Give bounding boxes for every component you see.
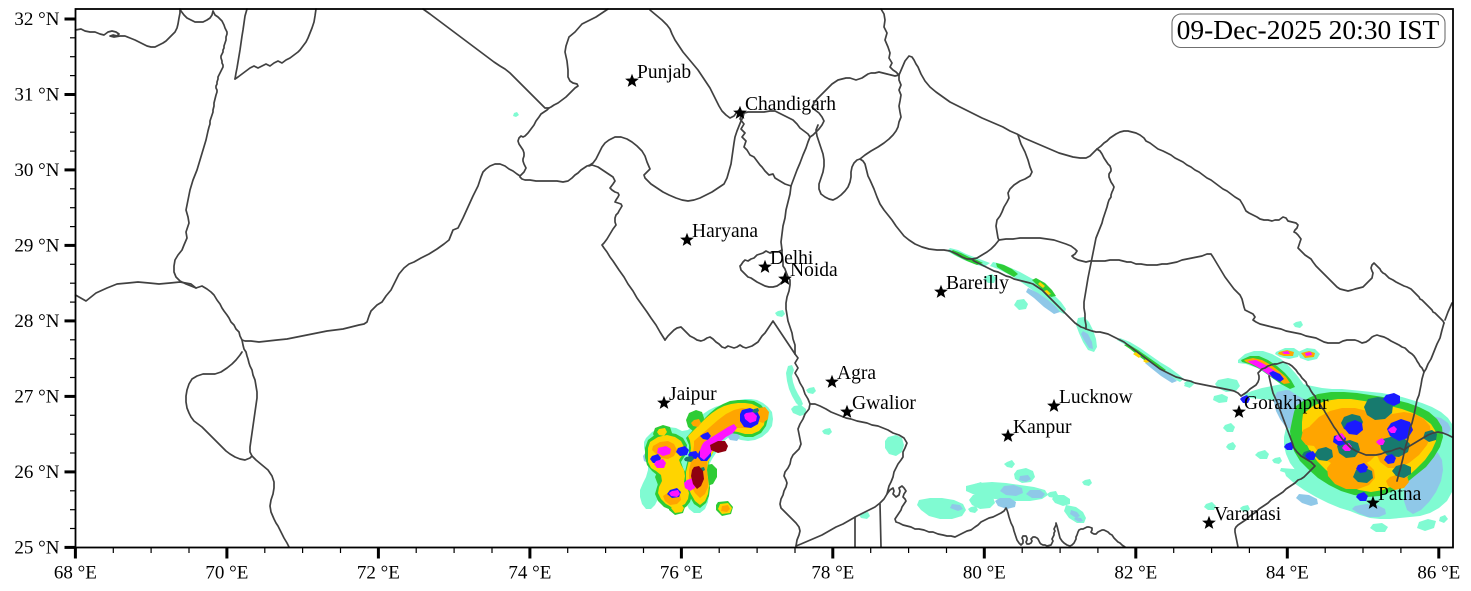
svg-text:76 °E: 76 °E — [660, 563, 703, 584]
svg-text:Haryana: Haryana — [692, 221, 758, 242]
svg-text:Lucknow: Lucknow — [1059, 387, 1133, 408]
svg-text:Patna: Patna — [1378, 484, 1422, 505]
svg-text:70 °E: 70 °E — [205, 563, 248, 584]
svg-text:28 °N: 28 °N — [14, 311, 59, 332]
svg-text:Chandigarh: Chandigarh — [745, 94, 836, 115]
svg-text:Bareilly: Bareilly — [946, 273, 1009, 294]
svg-text:Punjab: Punjab — [637, 62, 691, 83]
svg-text:Varanasi: Varanasi — [1214, 504, 1282, 525]
svg-text:27 °N: 27 °N — [14, 386, 59, 407]
svg-text:26 °N: 26 °N — [14, 462, 59, 483]
svg-text:Kanpur: Kanpur — [1013, 417, 1072, 438]
svg-text:78 °E: 78 °E — [811, 563, 854, 584]
svg-text:74 °E: 74 °E — [508, 563, 551, 584]
svg-text:Gwalior: Gwalior — [852, 393, 916, 414]
svg-text:80 °E: 80 °E — [963, 563, 1006, 584]
svg-text:29 °N: 29 °N — [14, 235, 59, 256]
svg-text:82 °E: 82 °E — [1114, 563, 1157, 584]
svg-text:Noida: Noida — [790, 260, 838, 281]
svg-text:68 °E: 68 °E — [54, 563, 97, 584]
svg-text:86 °E: 86 °E — [1417, 563, 1460, 584]
svg-text:30 °N: 30 °N — [14, 160, 59, 181]
svg-text:Agra: Agra — [837, 363, 876, 384]
svg-text:84 °E: 84 °E — [1266, 563, 1309, 584]
svg-text:Jaipur: Jaipur — [669, 384, 717, 405]
svg-text:31 °N: 31 °N — [14, 85, 59, 106]
svg-text:25 °N: 25 °N — [14, 537, 59, 558]
svg-text:09-Dec-2025 20:30 IST: 09-Dec-2025 20:30 IST — [1177, 14, 1440, 45]
svg-text:32 °N: 32 °N — [14, 9, 59, 30]
svg-text:Delhi: Delhi — [770, 248, 814, 269]
svg-text:72 °E: 72 °E — [357, 563, 400, 584]
svg-text:Gorakhpur: Gorakhpur — [1244, 393, 1329, 414]
